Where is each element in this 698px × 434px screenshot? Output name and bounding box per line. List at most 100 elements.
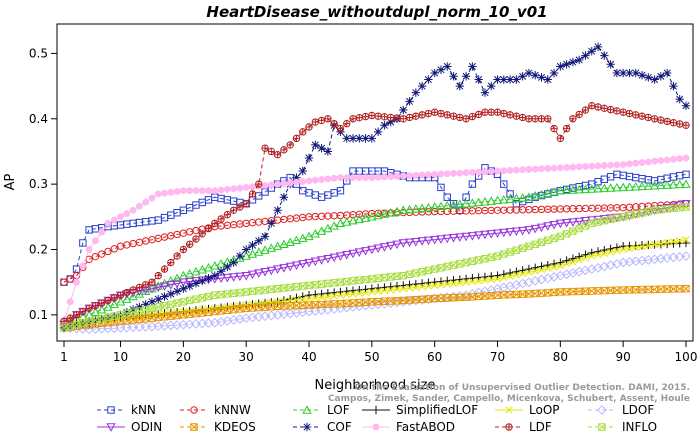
point-odin — [266, 266, 276, 276]
x-tick-label: 60 — [427, 350, 442, 364]
point-lof — [681, 179, 691, 188]
point-cof — [637, 70, 647, 80]
point-odin — [335, 252, 346, 261]
legend-entry-fastabod: FastABOD — [362, 420, 455, 434]
point-lof — [631, 181, 641, 191]
point-cof — [399, 105, 408, 115]
point-ldf — [267, 147, 276, 156]
point-lof — [536, 189, 547, 199]
point-inflo — [204, 292, 213, 301]
point-loop — [305, 294, 313, 303]
point-ldf — [330, 120, 338, 128]
point-lof — [549, 187, 559, 196]
point-fastabod — [280, 180, 288, 187]
point-ldf — [223, 211, 232, 219]
point-lof — [216, 259, 226, 268]
point-inflo — [493, 252, 502, 260]
point-cof — [216, 267, 226, 276]
point-kdeos — [236, 305, 244, 313]
point-cof — [618, 68, 628, 78]
point-odin — [580, 217, 591, 226]
point-knn — [255, 192, 263, 200]
y-tick-label: 0.1 — [29, 308, 48, 322]
point-inflo — [462, 258, 470, 267]
point-odin — [423, 236, 434, 246]
series-kdeos — [60, 285, 690, 332]
point-loop — [682, 236, 690, 244]
legend-label-ldf: LDF — [529, 420, 552, 434]
point-inflo — [129, 308, 137, 316]
point-ldf — [349, 115, 357, 123]
legend-entry-ldof: LDOF — [588, 403, 654, 417]
point-inflo — [449, 261, 458, 269]
point-lof — [342, 217, 352, 226]
point-ldf — [110, 294, 118, 302]
point-kdeos — [173, 311, 181, 320]
point-lof — [279, 239, 289, 248]
point-inflo — [192, 295, 200, 303]
legend-entry-cof: COF — [293, 420, 352, 434]
point-kdeos — [192, 309, 200, 318]
point-ldf — [531, 115, 539, 123]
point-ldf — [211, 219, 219, 227]
point-fastabod — [85, 246, 93, 253]
point-ldf — [72, 311, 81, 319]
point-fastabod — [293, 178, 300, 186]
point-cof — [172, 287, 182, 296]
point-loop — [468, 277, 476, 286]
point-fastabod — [676, 155, 684, 163]
point-lof — [134, 289, 145, 298]
point-ldf — [167, 258, 175, 267]
point-cof — [562, 60, 571, 69]
point-cof — [128, 305, 138, 314]
point-lof — [404, 204, 415, 214]
legend-entry-loop: LoOP — [495, 403, 560, 417]
point-cof — [581, 51, 590, 60]
point-inflo — [299, 282, 307, 290]
point-inflo — [663, 205, 671, 213]
point-ldf — [487, 108, 495, 116]
point-inflo — [474, 256, 483, 264]
point-inflo — [437, 264, 445, 272]
point-simplifiedlof — [285, 294, 295, 304]
series-inflo — [60, 203, 690, 332]
point-inflo — [682, 203, 690, 211]
point-loop — [336, 291, 344, 299]
point-cof — [650, 75, 659, 84]
point-cof — [499, 75, 508, 84]
point-fastabod — [368, 174, 376, 182]
point-lof — [505, 194, 515, 203]
point-inflo — [217, 290, 225, 299]
point-inflo — [104, 313, 112, 322]
point-odin — [323, 254, 333, 264]
point-ldf — [606, 106, 615, 114]
point-lof — [448, 200, 459, 209]
point-kdeos — [361, 298, 370, 306]
point-lof — [599, 183, 609, 193]
point-cof — [342, 134, 351, 143]
point-loop — [412, 283, 420, 291]
point-fastabod — [462, 169, 470, 177]
point-cof — [556, 62, 565, 71]
point-cof — [355, 134, 364, 143]
point-ldf — [198, 230, 206, 238]
point-loop — [550, 263, 558, 271]
point-lof — [316, 226, 327, 235]
legend-entry-knn: kNN — [97, 403, 156, 417]
point-ldf — [650, 115, 659, 123]
point-loop — [663, 239, 671, 247]
point-loop — [588, 252, 596, 260]
point-fastabod — [211, 187, 219, 195]
point-cof — [198, 276, 207, 286]
point-inflo — [619, 213, 627, 221]
point-inflo — [676, 203, 684, 212]
point-ldf — [550, 124, 558, 133]
point-inflo — [418, 268, 426, 276]
point-lof — [247, 249, 258, 258]
point-lof — [291, 235, 302, 245]
point-cof — [323, 147, 333, 156]
point-fastabod — [669, 155, 677, 163]
x-tick-label: 80 — [553, 350, 568, 364]
point-inflo — [600, 217, 609, 225]
legend-label-inflo: INFLO — [622, 420, 657, 434]
